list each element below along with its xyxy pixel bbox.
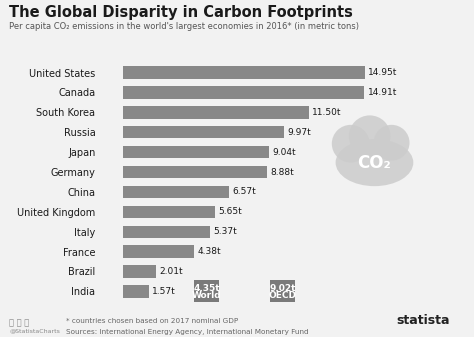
Bar [123, 166, 267, 178]
Text: 6.57t: 6.57t [233, 187, 256, 196]
Text: 4.35t: 4.35t [193, 284, 220, 293]
Text: @StatistaCharts: @StatistaCharts [9, 329, 60, 334]
Text: 11.50t: 11.50t [312, 108, 342, 117]
Bar [123, 106, 309, 119]
Text: 4.38t: 4.38t [197, 247, 221, 256]
Text: 9.97t: 9.97t [288, 128, 311, 137]
Text: 9.02t: 9.02t [269, 284, 296, 293]
Bar [123, 225, 210, 238]
FancyBboxPatch shape [270, 280, 295, 302]
Text: 9.04t: 9.04t [273, 148, 296, 157]
Text: 8.88t: 8.88t [270, 167, 294, 177]
Bar [123, 245, 194, 258]
Text: statista: statista [397, 314, 450, 327]
Text: 14.91t: 14.91t [368, 88, 397, 97]
Bar [123, 265, 156, 278]
Bar [123, 66, 365, 79]
Text: Sources: International Energy Agency, International Monetary Fund: Sources: International Energy Agency, In… [66, 329, 309, 335]
Circle shape [374, 125, 410, 161]
Bar [123, 186, 229, 198]
Bar [123, 206, 215, 218]
Circle shape [332, 125, 370, 162]
Text: * countries chosen based on 2017 nominal GDP: * countries chosen based on 2017 nominal… [66, 318, 238, 325]
Bar [123, 86, 365, 99]
Text: World: World [192, 291, 222, 300]
Bar [123, 146, 269, 158]
Text: Per capita CO₂ emissions in the world's largest economies in 2016* (in metric to: Per capita CO₂ emissions in the world's … [9, 22, 359, 31]
FancyBboxPatch shape [194, 280, 219, 302]
Text: OECD: OECD [268, 291, 296, 300]
Text: 2.01t: 2.01t [159, 267, 182, 276]
Bar [123, 285, 149, 298]
Circle shape [349, 115, 391, 157]
Text: Ⓒ Ⓘ Ⓖ: Ⓒ Ⓘ Ⓖ [9, 318, 30, 328]
Ellipse shape [336, 139, 413, 186]
Text: The Global Disparity in Carbon Footprints: The Global Disparity in Carbon Footprint… [9, 5, 353, 20]
Text: 5.37t: 5.37t [213, 227, 237, 236]
Text: 5.65t: 5.65t [218, 207, 242, 216]
Text: 1.57t: 1.57t [152, 287, 175, 296]
Text: CO₂: CO₂ [357, 154, 392, 172]
Bar [123, 126, 284, 139]
Text: 14.95t: 14.95t [368, 68, 398, 77]
